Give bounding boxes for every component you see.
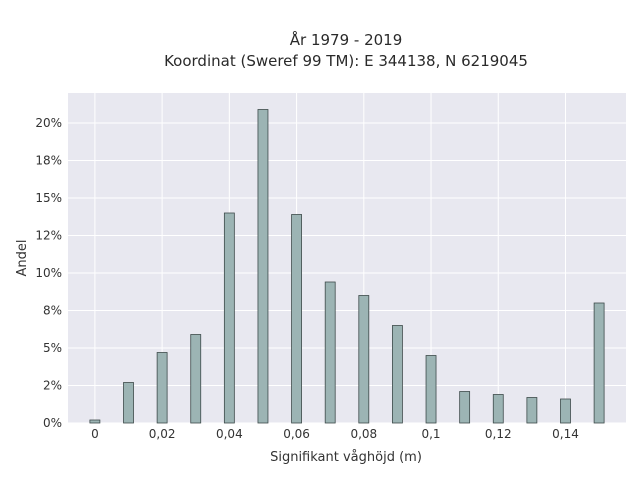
y-tick-label: 12% [35,229,62,243]
bar [358,295,370,424]
bars [89,109,605,424]
bar [459,391,471,424]
y-tick-label: 0% [43,416,62,430]
x-axis-ticks: 0 0,02 0,04 0,06 0,08 0,1 0,12 0,14 [91,427,579,441]
bar [156,352,168,424]
bar [324,281,336,424]
y-tick-label: 2% [43,379,62,393]
y-tick-label: 8% [43,304,62,318]
x-tick-label: 0,06 [283,427,310,441]
bar [560,398,571,424]
x-tick-label: 0,08 [350,427,377,441]
x-tick-label: 0,12 [485,427,512,441]
bar [123,382,134,424]
y-tick-label: 10% [35,266,62,280]
y-tick-label: 18% [35,154,62,168]
x-tick-label: 0,1 [421,427,440,441]
y-tick-label: 20% [35,116,62,130]
chart-subtitle: Koordinat (Sweref 99 TM): E 344138, N 62… [164,52,528,70]
x-tick-label: 0,14 [552,427,579,441]
y-tick-label: 5% [43,341,62,355]
bar [190,334,202,424]
x-tick-label: 0,04 [216,427,243,441]
y-axis-label: Andel [15,240,30,277]
bar [593,302,605,424]
chart-title: År 1979 - 2019 [290,30,403,49]
bar [425,355,437,424]
y-tick-label: 15% [35,191,62,205]
x-tick-label: 0 [91,427,99,441]
bar [492,394,504,424]
bar [392,325,403,424]
grid [68,93,626,424]
bar [291,214,302,424]
bar [223,212,235,424]
y-axis-ticks: 0% 2% 5% 8% 10% 12% 15% 18% 20% [35,116,62,430]
bar [257,109,269,424]
bar [89,419,101,424]
x-axis-label: Signifikant våghöjd (m) [270,450,422,465]
x-tick-label: 0,02 [149,427,176,441]
bar [526,397,538,424]
plot-area [68,93,626,423]
